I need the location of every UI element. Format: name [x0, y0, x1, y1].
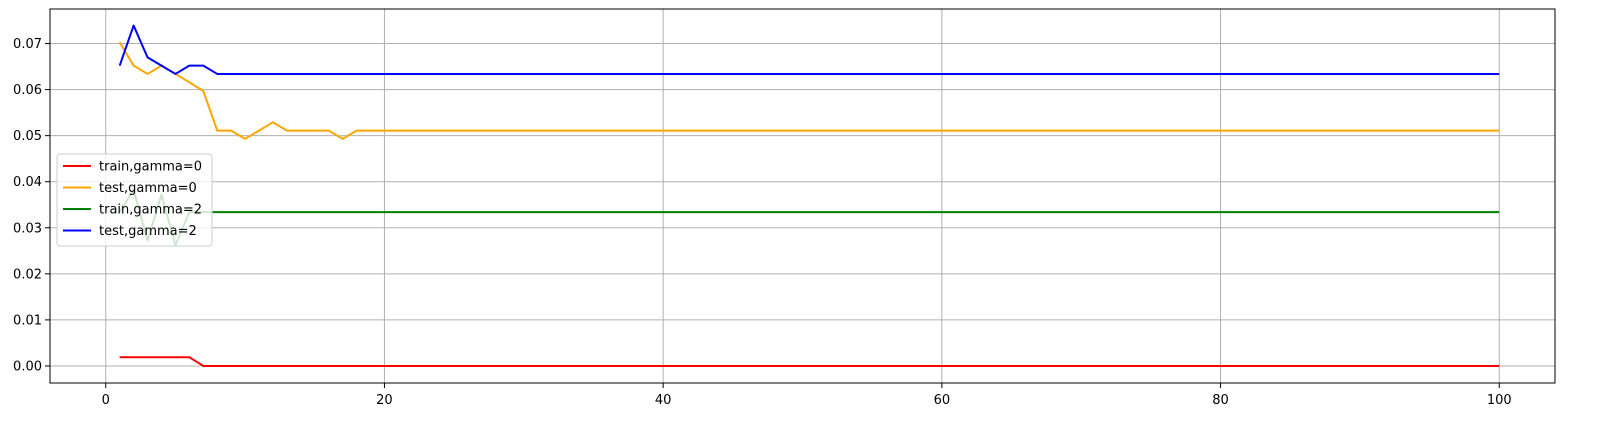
- x-axis: 0 20 40 60 80 100: [102, 383, 1512, 408]
- y-axis: 0.00 0.01 0.02 0.03 0.04 0.05 0.06 0.07: [13, 37, 50, 374]
- series-line-0: [119, 356, 1500, 367]
- x-tick-label: 100: [1487, 393, 1512, 408]
- legend-label: test,gamma=2: [99, 224, 197, 239]
- x-tick-label: 20: [376, 393, 393, 408]
- y-tick-label: 0.06: [13, 83, 42, 98]
- y-tick-label: 0.07: [13, 37, 42, 52]
- plot-frame: [49, 8, 1556, 384]
- x-tick-label: 80: [1212, 393, 1229, 408]
- legend-label: train,gamma=2: [99, 203, 202, 218]
- y-tick-label: 0.00: [13, 359, 42, 374]
- series-line-2: [118, 188, 1500, 247]
- y-tick-label: 0.03: [13, 221, 42, 236]
- legend-label: test,gamma=0: [99, 181, 197, 196]
- series-lines: [118, 24, 1500, 367]
- series-line-1: [118, 41, 1500, 140]
- x-tick-label: 60: [934, 393, 951, 408]
- y-tick-label: 0.04: [13, 175, 42, 190]
- y-tick-label: 0.05: [13, 129, 42, 144]
- legend-label: train,gamma=0: [99, 160, 202, 175]
- series-line-3: [118, 24, 1500, 75]
- y-tick-label: 0.01: [13, 313, 42, 328]
- x-tick-label: 0: [102, 393, 110, 408]
- grid: [50, 9, 1555, 383]
- legend: train,gamma=0 test,gamma=0 train,gamma=2 te…: [56, 153, 213, 247]
- x-tick-label: 40: [655, 393, 672, 408]
- legend-box: [56, 153, 213, 247]
- y-tick-label: 0.02: [13, 267, 42, 282]
